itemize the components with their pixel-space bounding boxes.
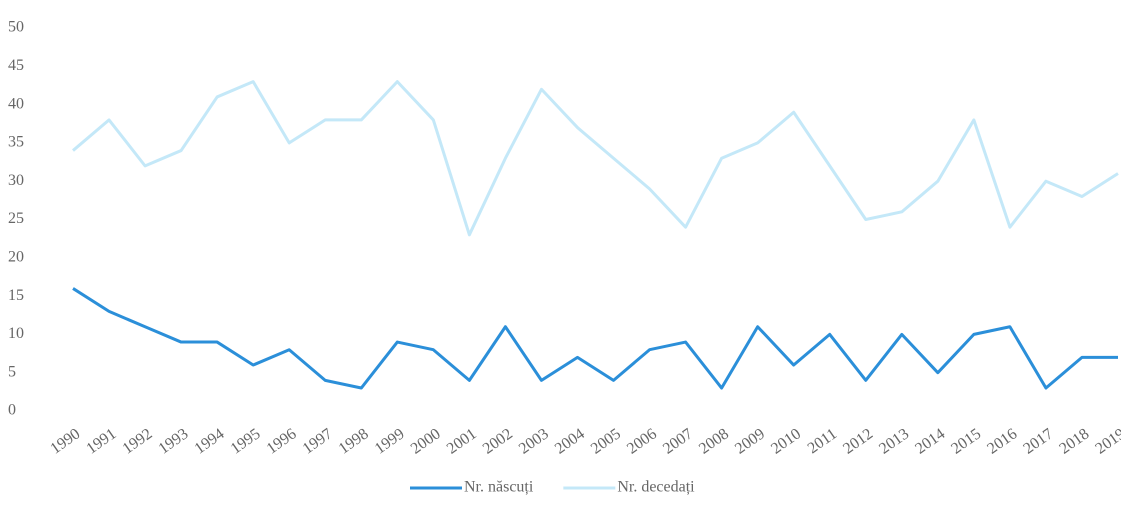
x-tick-label: 2010 [768, 425, 804, 457]
x-tick-label: 2007 [660, 425, 696, 457]
x-tick-label: 1999 [372, 425, 408, 457]
x-tick-label: 2014 [912, 425, 948, 457]
y-tick-label: 20 [8, 248, 24, 265]
x-tick-label: 2017 [1020, 425, 1056, 457]
y-tick-label: 45 [8, 57, 24, 74]
x-tick-label: 2001 [444, 425, 480, 457]
y-tick-label: 15 [8, 287, 24, 304]
y-tick-label: 30 [8, 172, 24, 189]
x-tick-label: 2006 [624, 425, 660, 457]
x-tick-label: 1997 [300, 425, 336, 457]
x-tick-label: 2011 [805, 425, 840, 457]
y-tick-label: 10 [8, 325, 24, 342]
y-tick-label: 40 [8, 95, 24, 112]
y-tick-label: 50 [8, 19, 24, 36]
x-tick-label: 1991 [83, 425, 119, 457]
line-series [72, 287, 1118, 390]
x-tick-label: 2003 [516, 425, 552, 457]
x-tick-label: 2016 [984, 425, 1020, 457]
x-tick-label: 1992 [120, 425, 156, 457]
x-tick-label: 1994 [192, 425, 228, 457]
x-tick-label: 2013 [876, 425, 912, 457]
x-tick-label: 2012 [840, 425, 876, 457]
x-tick-label: 2019 [1092, 425, 1121, 457]
x-tick-label: 2004 [552, 425, 588, 457]
y-tick-label: 5 [8, 363, 16, 380]
x-tick-label: 1996 [264, 425, 300, 457]
x-tick-label: 2009 [732, 425, 768, 457]
legend-label: Nr. născuți [464, 479, 534, 496]
x-tick-label: 2018 [1056, 425, 1092, 457]
x-tick-label: 2002 [480, 425, 516, 457]
x-tick-label: 2005 [588, 425, 624, 457]
y-tick-label: 0 [8, 402, 16, 419]
x-tick-label: 2015 [948, 425, 984, 457]
legend-label: Nr. decedați [617, 479, 695, 496]
y-tick-label: 25 [8, 210, 24, 227]
x-tick-label: 2000 [408, 425, 444, 457]
x-tick-label: 1998 [336, 425, 372, 457]
y-tick-label: 35 [8, 134, 24, 151]
x-tick-label: 2008 [696, 425, 732, 457]
line-series [72, 80, 1119, 237]
x-tick-label: 1990 [47, 425, 83, 457]
x-tick-label: 1995 [228, 425, 264, 457]
x-tick-label: 1993 [156, 425, 192, 457]
